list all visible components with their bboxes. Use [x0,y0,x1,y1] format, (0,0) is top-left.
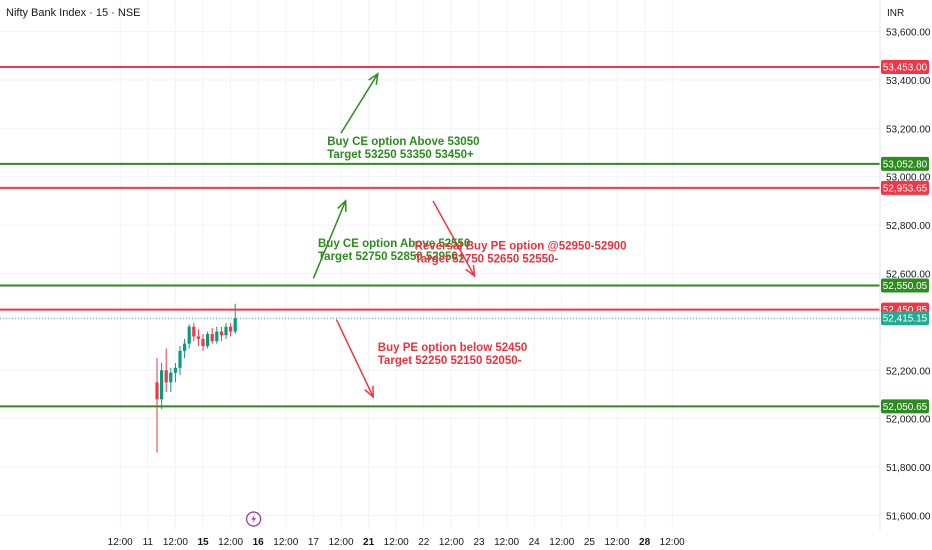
annotation-text: Reversal Buy PE option @52950-52900 Targe… [415,240,627,265]
x-tick-label: 12:00 [218,537,243,548]
candles [155,303,237,453]
x-tick-label: 24 [529,537,541,548]
y-tick-label: 52,800.00 [886,221,931,232]
y-tick-label: 51,600.00 [886,511,931,522]
level-price-label: 53,052.80 [883,159,928,170]
x-tick-label: 17 [308,537,320,548]
x-tick-label: 21 [363,537,375,548]
x-tick-label: 12:00 [439,537,464,548]
candle-body [215,331,219,342]
candle-body [233,318,237,332]
candle-body [169,372,173,383]
level-price-tag [881,399,929,414]
last-price-tag [881,311,929,326]
level-price-tag [881,278,929,293]
arrow-shaft [340,73,379,134]
x-tick-label: 12:00 [273,537,298,548]
time-axis[interactable] [0,530,932,550]
time-axis-ticks: 12:00 11 12:00 15 12:00 16 12:00 17 12:00 21 12:00… [108,537,685,548]
x-tick-label: 12:00 [108,537,133,548]
annotation-line: Buy CE option Above 53050 [327,136,479,148]
annotation-line: Target 52250 52150 52050- [378,355,522,367]
grid-lines [0,0,880,530]
event-marker[interactable] [246,511,262,527]
y-tick-label: 52,000.00 [886,415,931,426]
candle-body [178,350,182,368]
annotation-line: Target 52750 52850 52950+ [318,251,465,263]
annotation-text: Buy CE option Above 52550 Target 52750 52… [318,238,470,263]
candle-body [173,367,177,373]
candle-body [164,370,168,383]
x-tick-label: 16 [253,537,265,548]
arrow-shaft [335,319,374,398]
candle-body [206,333,210,347]
y-tick-label: 53,400.00 [886,76,931,87]
x-tick-label: 12:00 [549,537,574,548]
arrow-head [337,199,347,212]
y-tick-label: 51,800.00 [886,463,931,474]
arrow-shaft [312,200,347,279]
candle-body [229,326,233,332]
y-tick-label: 53,600.00 [886,27,931,38]
level-price-label: 52,050.65 [883,402,928,413]
annotation-line: Buy CE option Above 52550 [318,238,470,250]
annotation-line: Buy PE option below 52450 [378,342,528,354]
candle-body [192,326,196,337]
x-tick-label: 12:00 [660,537,685,548]
candle-body [210,333,214,342]
level-price-label: 52,550.05 [883,281,928,292]
level-price-label: 52,450.85 [883,305,928,316]
x-tick-label: 22 [418,537,430,548]
level-price-label: 52,953.65 [883,183,928,194]
price-level-labels: 53,453.00 53,052.80 52,953.65 52,550.05 52,4… [881,60,929,414]
price-axis-ticks: 53,600.00 53,400.00 53,200.00 53,000.00 52,8… [886,27,931,522]
annotation-line: Target 52750 52650 52550- [415,253,559,265]
candle-body [201,338,205,347]
annotation-line: Target 53250 53350 53450+ [327,149,474,161]
arrow-head [364,385,374,399]
candle-body [196,336,200,339]
level-price-tag [881,180,929,195]
annotation-text: Buy PE option below 52450 Target 52250 52… [378,342,528,367]
candle-body [155,382,159,400]
level-price-tag [881,156,929,171]
y-tick-label: 53,200.00 [886,124,931,135]
candle-body [160,370,164,400]
x-tick-label: 25 [584,537,596,548]
x-tick-label: 15 [197,537,209,548]
candle-body [187,326,191,344]
arrow-head [368,72,379,85]
y-tick-label: 52,600.00 [886,269,931,280]
arrow-head [465,264,476,278]
arrow-shaft [432,200,476,277]
x-tick-label: 11 [143,537,154,548]
candle-body [183,343,187,351]
level-lines [0,66,880,408]
lightning-icon [251,514,256,524]
x-tick-label: 28 [639,537,651,548]
x-tick-label: 23 [473,537,485,548]
candle-body [224,326,228,336]
chart-title: Nifty Bank Index · 15 · NSE [6,7,141,19]
x-tick-label: 12:00 [163,537,188,548]
x-tick-label: 12:00 [384,537,409,548]
price-axis[interactable] [880,0,932,550]
annotation-text: Buy CE option Above 53050 Target 53250 53… [327,136,479,161]
currency-label[interactable]: INR [887,8,904,19]
last-price-label: 52,415.15 [883,314,928,325]
y-tick-label: 52,200.00 [886,366,931,377]
trend-arrows [312,72,476,399]
level-price-label: 53,453.00 [883,63,928,74]
x-tick-label: 12:00 [604,537,629,548]
trade-annotations: Buy CE option Above 53050 Target 53250 53… [318,136,627,367]
y-tick-label: 53,000.00 [886,173,931,184]
x-tick-label: 12:00 [494,537,519,548]
annotation-line: Reversal Buy PE option @52950-52900 [415,240,627,252]
candle-body [219,331,223,336]
x-tick-label: 12:00 [328,537,353,548]
level-price-tag [881,60,929,75]
